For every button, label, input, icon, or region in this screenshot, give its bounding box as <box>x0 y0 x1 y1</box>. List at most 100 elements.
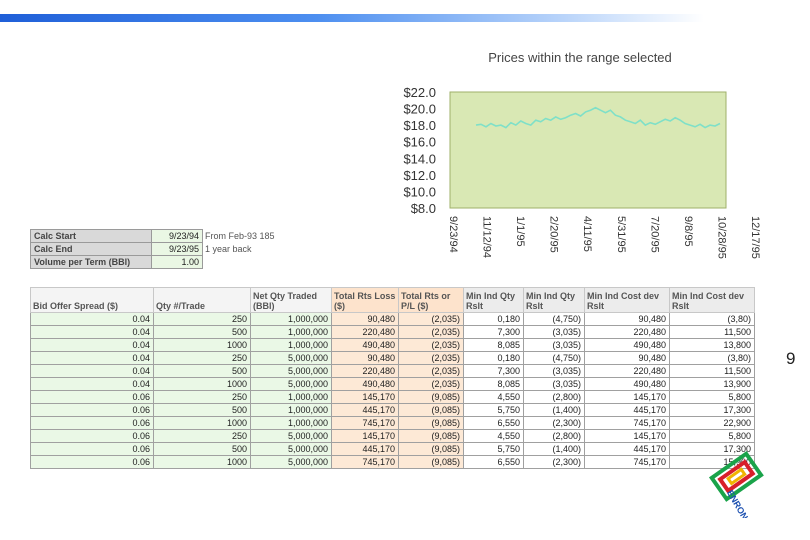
table-cell: 490,480 <box>331 377 399 391</box>
table-cell: 5,800 <box>669 429 755 443</box>
table-cell: 0.06 <box>30 442 154 456</box>
table-cell: 250 <box>153 390 251 404</box>
x-tick-label: 12/17/95 <box>749 216 761 259</box>
x-tick-label: 10/28/95 <box>715 216 727 259</box>
table-row: 0.06 1000 1,000,000 745,170 (9,085) 6,550 (2,3… <box>30 416 755 430</box>
param-row: Calc Start 9/23/94 From Feb-93 185 <box>30 229 279 243</box>
table-cell: 90,480 <box>331 351 399 365</box>
y-tick-label: $10.0 <box>403 184 436 199</box>
x-tick-label: 1/1/95 <box>514 216 526 247</box>
table-cell: 7,300 <box>463 325 524 339</box>
calc-params-table: Calc Start 9/23/94 From Feb-93 185 Calc … <box>30 229 279 269</box>
x-tick-label: 4/11/95 <box>581 216 593 252</box>
table-cell: 8,085 <box>463 338 524 352</box>
table-cell: (4,750) <box>523 351 585 365</box>
table-cell: 6,550 <box>463 416 524 430</box>
table-cell: (2,035) <box>398 325 464 339</box>
column-header: Min Ind Cost dev Rslt <box>584 287 670 313</box>
table-cell: 90,480 <box>584 312 670 326</box>
table-cell: 5,750 <box>463 403 524 417</box>
table-cell: (3,035) <box>523 325 585 339</box>
table-cell: (4,750) <box>523 312 585 326</box>
table-cell: (9,085) <box>398 390 464 404</box>
table-cell: 1,000,000 <box>250 403 332 417</box>
table-cell: 17,300 <box>669 403 755 417</box>
table-cell: 7,300 <box>463 364 524 378</box>
top-accent-bar <box>0 14 704 22</box>
table-cell: 500 <box>153 325 251 339</box>
table-cell: (9,085) <box>398 429 464 443</box>
table-cell: 145,170 <box>331 390 399 404</box>
x-tick-label: 11/12/94 <box>481 216 493 258</box>
y-tick-label: $22.0 <box>403 85 436 100</box>
table-cell: 13,800 <box>669 338 755 352</box>
param-note: 1 year back <box>205 244 252 254</box>
table-cell: (1,400) <box>523 403 585 417</box>
table-cell: (3,035) <box>523 338 585 352</box>
table-cell: (3,80) <box>669 351 755 365</box>
table-row: 0.04 500 5,000,000 220,480 (2,035) 7,300 (3,03… <box>30 364 755 378</box>
table-cell: 745,170 <box>331 455 399 469</box>
param-note <box>203 256 279 269</box>
y-tick-label: $12.0 <box>403 168 436 183</box>
y-tick-label: $20.0 <box>403 102 436 117</box>
column-header: Net Qty Traded (BBl) <box>250 287 332 313</box>
table-cell: (2,800) <box>523 429 585 443</box>
table-cell: 0.04 <box>30 312 154 326</box>
table-cell: 17,300 <box>669 442 755 456</box>
table-row: 0.04 250 5,000,000 90,480 (2,035) 0,180 (4,750… <box>30 351 755 365</box>
table-cell: 745,170 <box>584 416 670 430</box>
param-row: Volume per Term (BBl) 1.00 <box>30 255 279 269</box>
table-cell: 5,000,000 <box>250 429 332 443</box>
table-cell: 1,000,000 <box>250 390 332 404</box>
table-cell: 145,170 <box>584 390 670 404</box>
table-cell: (3,035) <box>523 377 585 391</box>
table-cell: 11,500 <box>669 364 755 378</box>
param-value: 1.00 <box>151 255 203 269</box>
table-cell: 490,480 <box>584 338 670 352</box>
table-cell: 90,480 <box>331 312 399 326</box>
table-cell: (2,035) <box>398 377 464 391</box>
column-header: Total Rts Loss ($) <box>331 287 399 313</box>
plot-area <box>449 91 727 209</box>
table-cell: (1,400) <box>523 442 585 456</box>
table-cell: 745,170 <box>331 416 399 430</box>
table-cell: (2,035) <box>398 338 464 352</box>
table-cell: 500 <box>153 442 251 456</box>
table-cell: 1,000,000 <box>250 338 332 352</box>
column-header: Min Ind Cost dev Rslt <box>669 287 755 313</box>
table-cell: (2,300) <box>523 416 585 430</box>
price-line-chart: $22.0 $20.0$18.0 $16.0$14.0 $12.0$10.0 $8.0 9… <box>403 85 761 259</box>
table-cell: 500 <box>153 403 251 417</box>
param-value: 9/23/94 <box>151 229 203 243</box>
table-header-row: Bid Offer Spread ($) Qty #/Trade Net Qty… <box>30 287 755 313</box>
y-tick-label: $16.0 <box>403 135 436 150</box>
table-row: 0.04 500 1,000,000 220,480 (2,035) 7,300 (3,03… <box>30 325 755 339</box>
table-cell: 0.04 <box>30 351 154 365</box>
table-cell: 5,000,000 <box>250 351 332 365</box>
table-cell: 5,000,000 <box>250 442 332 456</box>
table-row: 0.06 500 1,000,000 445,170 (9,085) 5,750 (1,40… <box>30 403 755 417</box>
table-row: 0.06 500 5,000,000 445,170 (9,085) 5,750 (1,40… <box>30 442 755 456</box>
table-cell: (9,085) <box>398 455 464 469</box>
chart-title: Prices within the range selected <box>488 50 672 65</box>
y-tick-label: $8.0 <box>411 201 436 216</box>
table-cell: 0.06 <box>30 416 154 430</box>
param-note: From Feb-93 185 <box>205 231 275 241</box>
table-cell: 1000 <box>153 377 251 391</box>
table-cell: 0.04 <box>30 377 154 391</box>
table-cell: 145,170 <box>584 429 670 443</box>
table-cell: 490,480 <box>331 338 399 352</box>
table-cell: 1,000,000 <box>250 416 332 430</box>
table-row: 0.04 1000 5,000,000 490,480 (2,035) 8,085 (3,0… <box>30 377 755 391</box>
table-cell: (3,80) <box>669 312 755 326</box>
table-cell: 4,550 <box>463 429 524 443</box>
table-cell: 6,550 <box>463 455 524 469</box>
table-cell: 1,000,000 <box>250 312 332 326</box>
table-cell: (2,800) <box>523 390 585 404</box>
table-cell: 4,550 <box>463 390 524 404</box>
column-header: Total Rts or P/L ($) <box>398 287 464 313</box>
table-cell: 220,480 <box>331 364 399 378</box>
table-cell: 145,170 <box>331 429 399 443</box>
x-tick-label: 5/31/95 <box>615 216 627 253</box>
